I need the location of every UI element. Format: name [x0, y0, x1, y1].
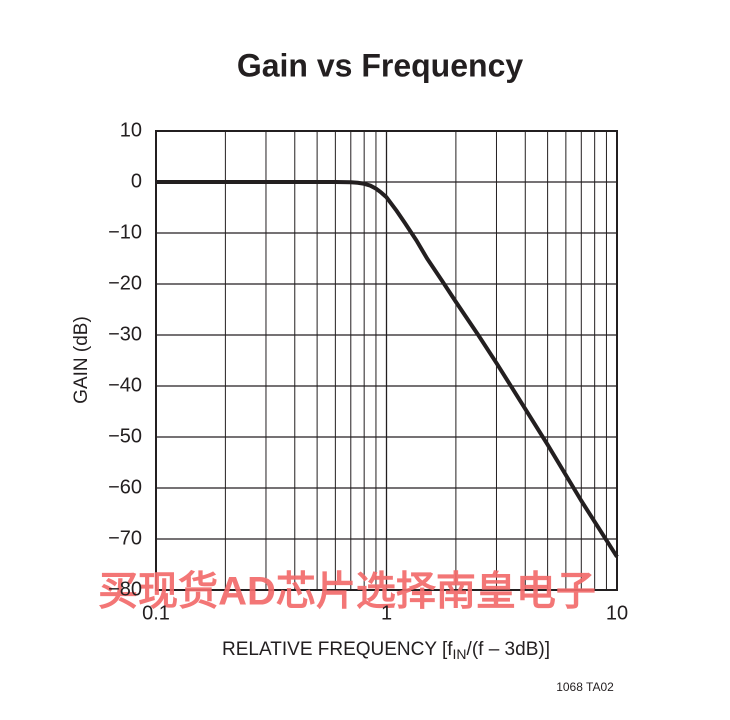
- x-axis-label-part: RELATIVE FREQUENCY [f: [222, 639, 453, 660]
- x-axis-label-sub: IN: [453, 646, 467, 662]
- plot-area: [155, 130, 619, 591]
- watermark: 买现货AD芯片选择南皇电子: [98, 570, 596, 614]
- y-tick-label: 10: [120, 119, 142, 141]
- y-tick-label: −40: [108, 374, 142, 396]
- x-tick-label: 0.1: [142, 602, 170, 624]
- y-tick-label: −60: [108, 476, 142, 498]
- x-axis-label-part: /(f – 3dB)]: [467, 639, 550, 660]
- y-tick-label: −20: [108, 272, 142, 294]
- y-tick-label: −50: [108, 425, 142, 447]
- figure-note: 1068 TA02: [556, 680, 614, 694]
- y-axis-label: GAIN (dB): [71, 316, 92, 404]
- x-tick-label: 10: [606, 602, 628, 624]
- data-line: [156, 180, 619, 558]
- y-tick-label: −70: [108, 527, 142, 549]
- x-tick-label: 1: [381, 602, 392, 624]
- chart-title: Gain vs Frequency: [237, 47, 524, 83]
- y-tick-label: −10: [108, 221, 142, 243]
- y-tick-label: −80: [108, 578, 142, 600]
- x-axis-label: RELATIVE FREQUENCY [fIN/(f – 3dB)]: [222, 639, 550, 662]
- y-tick-label: −30: [108, 323, 142, 345]
- y-tick-label: 0: [131, 170, 142, 192]
- plot-frame: [155, 130, 618, 591]
